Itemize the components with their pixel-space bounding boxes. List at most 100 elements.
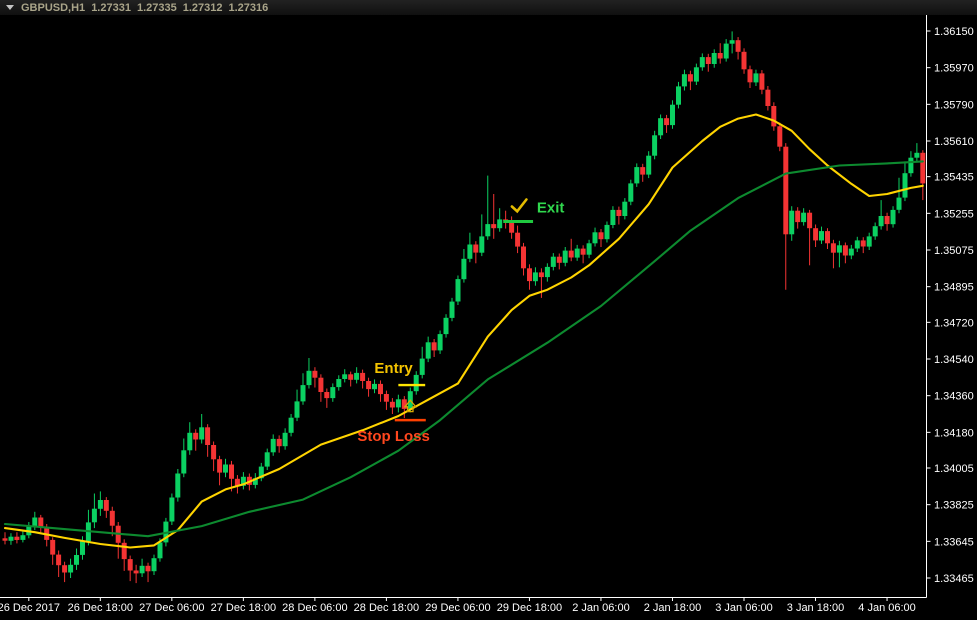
stop-loss-marker[interactable]: Stop Loss [357,418,430,445]
bear-candle [234,475,240,494]
bull-candle [693,63,699,85]
candles-layer [2,31,926,584]
time-label: 2 Jan 18:00 [644,602,702,614]
bear-candle [145,562,151,583]
price-label: 1.36150 [934,26,974,38]
bear-candle [2,532,8,545]
bull-candle [85,509,91,546]
bull-candle [449,297,455,322]
bear-candle [825,228,830,249]
price-label: 1.35790 [934,99,974,111]
bull-candle [789,206,795,241]
bear-candle [50,537,56,565]
bear-candle [842,242,848,264]
time-label: 28 Dec 06:00 [282,602,347,614]
bear-candle [807,209,813,266]
bear-candle [193,429,199,451]
bear-candle [109,506,115,537]
quote-close: 1.27316 [228,1,269,14]
price-label: 1.33465 [934,573,974,585]
bull-candle [652,130,658,160]
symbol-dropdown-icon[interactable] [6,5,14,10]
quote-low: 1.27312 [182,1,223,14]
price-label: 1.33825 [934,500,974,512]
bear-candle [378,380,383,402]
bull-candle [723,39,729,62]
bull-candle [646,151,652,179]
bull-candle [574,244,580,261]
bull-candle [413,371,419,395]
bull-candle [670,100,675,129]
bull-candle [586,239,592,259]
buy-arrow-icon[interactable] [403,399,418,413]
quote-open: 1.27331 [91,1,131,14]
price-label: 1.35435 [934,172,974,184]
bull-candle [294,389,300,422]
bear-candle [664,114,670,133]
bull-candle [258,462,264,482]
price-label: 1.34360 [934,391,974,403]
bull-candle [74,548,79,570]
entry-marker[interactable]: Entry [374,360,426,413]
bull-candle [896,177,902,214]
bear-candle [276,435,282,453]
bear-candle [38,514,44,533]
bear-candle [717,43,723,64]
bull-candle [628,179,634,206]
bull-candle [681,69,687,91]
bear-candle [777,122,783,152]
bear-candle [115,522,121,559]
bull-candle [288,414,294,437]
bear-candle [389,398,395,414]
bear-candle [62,561,68,583]
bull-candle [330,383,336,402]
bull-candle [8,533,14,545]
bear-candle [735,37,741,60]
bear-candle [473,241,479,264]
bull-candle [801,208,807,226]
bull-candle [306,358,312,389]
entry-label[interactable]: Entry [374,360,413,377]
bull-candle [914,143,920,162]
time-label: 2 Jan 06:00 [572,602,630,614]
bear-candle [491,194,497,239]
bear-candle [830,239,836,269]
bear-candle [431,339,437,357]
bear-candle [771,102,777,131]
bear-candle [312,367,318,388]
bull-candle [848,244,854,260]
bear-candle [687,70,693,91]
bear-candle [229,460,234,492]
chart-title-symbol: GBPUSD,H1 [21,1,86,14]
chart-titlebar: GBPUSD,H1 1.27331 1.27335 1.27312 1.2731… [0,0,977,15]
bull-candle [20,530,26,543]
bear-candle [509,216,515,239]
bull-candle [854,236,860,252]
bull-candle [467,232,473,263]
stop-loss-label[interactable]: Stop Loss [357,428,430,445]
bull-candle [753,69,759,86]
bull-candle [729,31,735,54]
bear-candle [103,497,109,518]
bear-candle [813,224,819,247]
bull-candle [562,247,568,267]
exit-marker[interactable]: Exit [503,198,565,223]
bear-candle [366,377,372,397]
bear-candle [747,65,753,88]
bull-candle [264,448,270,470]
bull-candle [437,330,443,354]
bull-candle [676,81,681,109]
bear-candle [759,70,765,95]
price-label: 1.34180 [934,427,974,439]
bull-candle [485,175,491,240]
bull-candle [550,253,556,271]
bear-candle [795,207,801,229]
bear-candle [121,539,127,571]
exit-label[interactable]: Exit [537,199,565,216]
time-label: 27 Dec 06:00 [139,602,204,614]
bear-candle [616,206,622,225]
bull-candle [658,114,664,139]
bear-candle [538,268,544,298]
bear-candle [515,225,521,254]
